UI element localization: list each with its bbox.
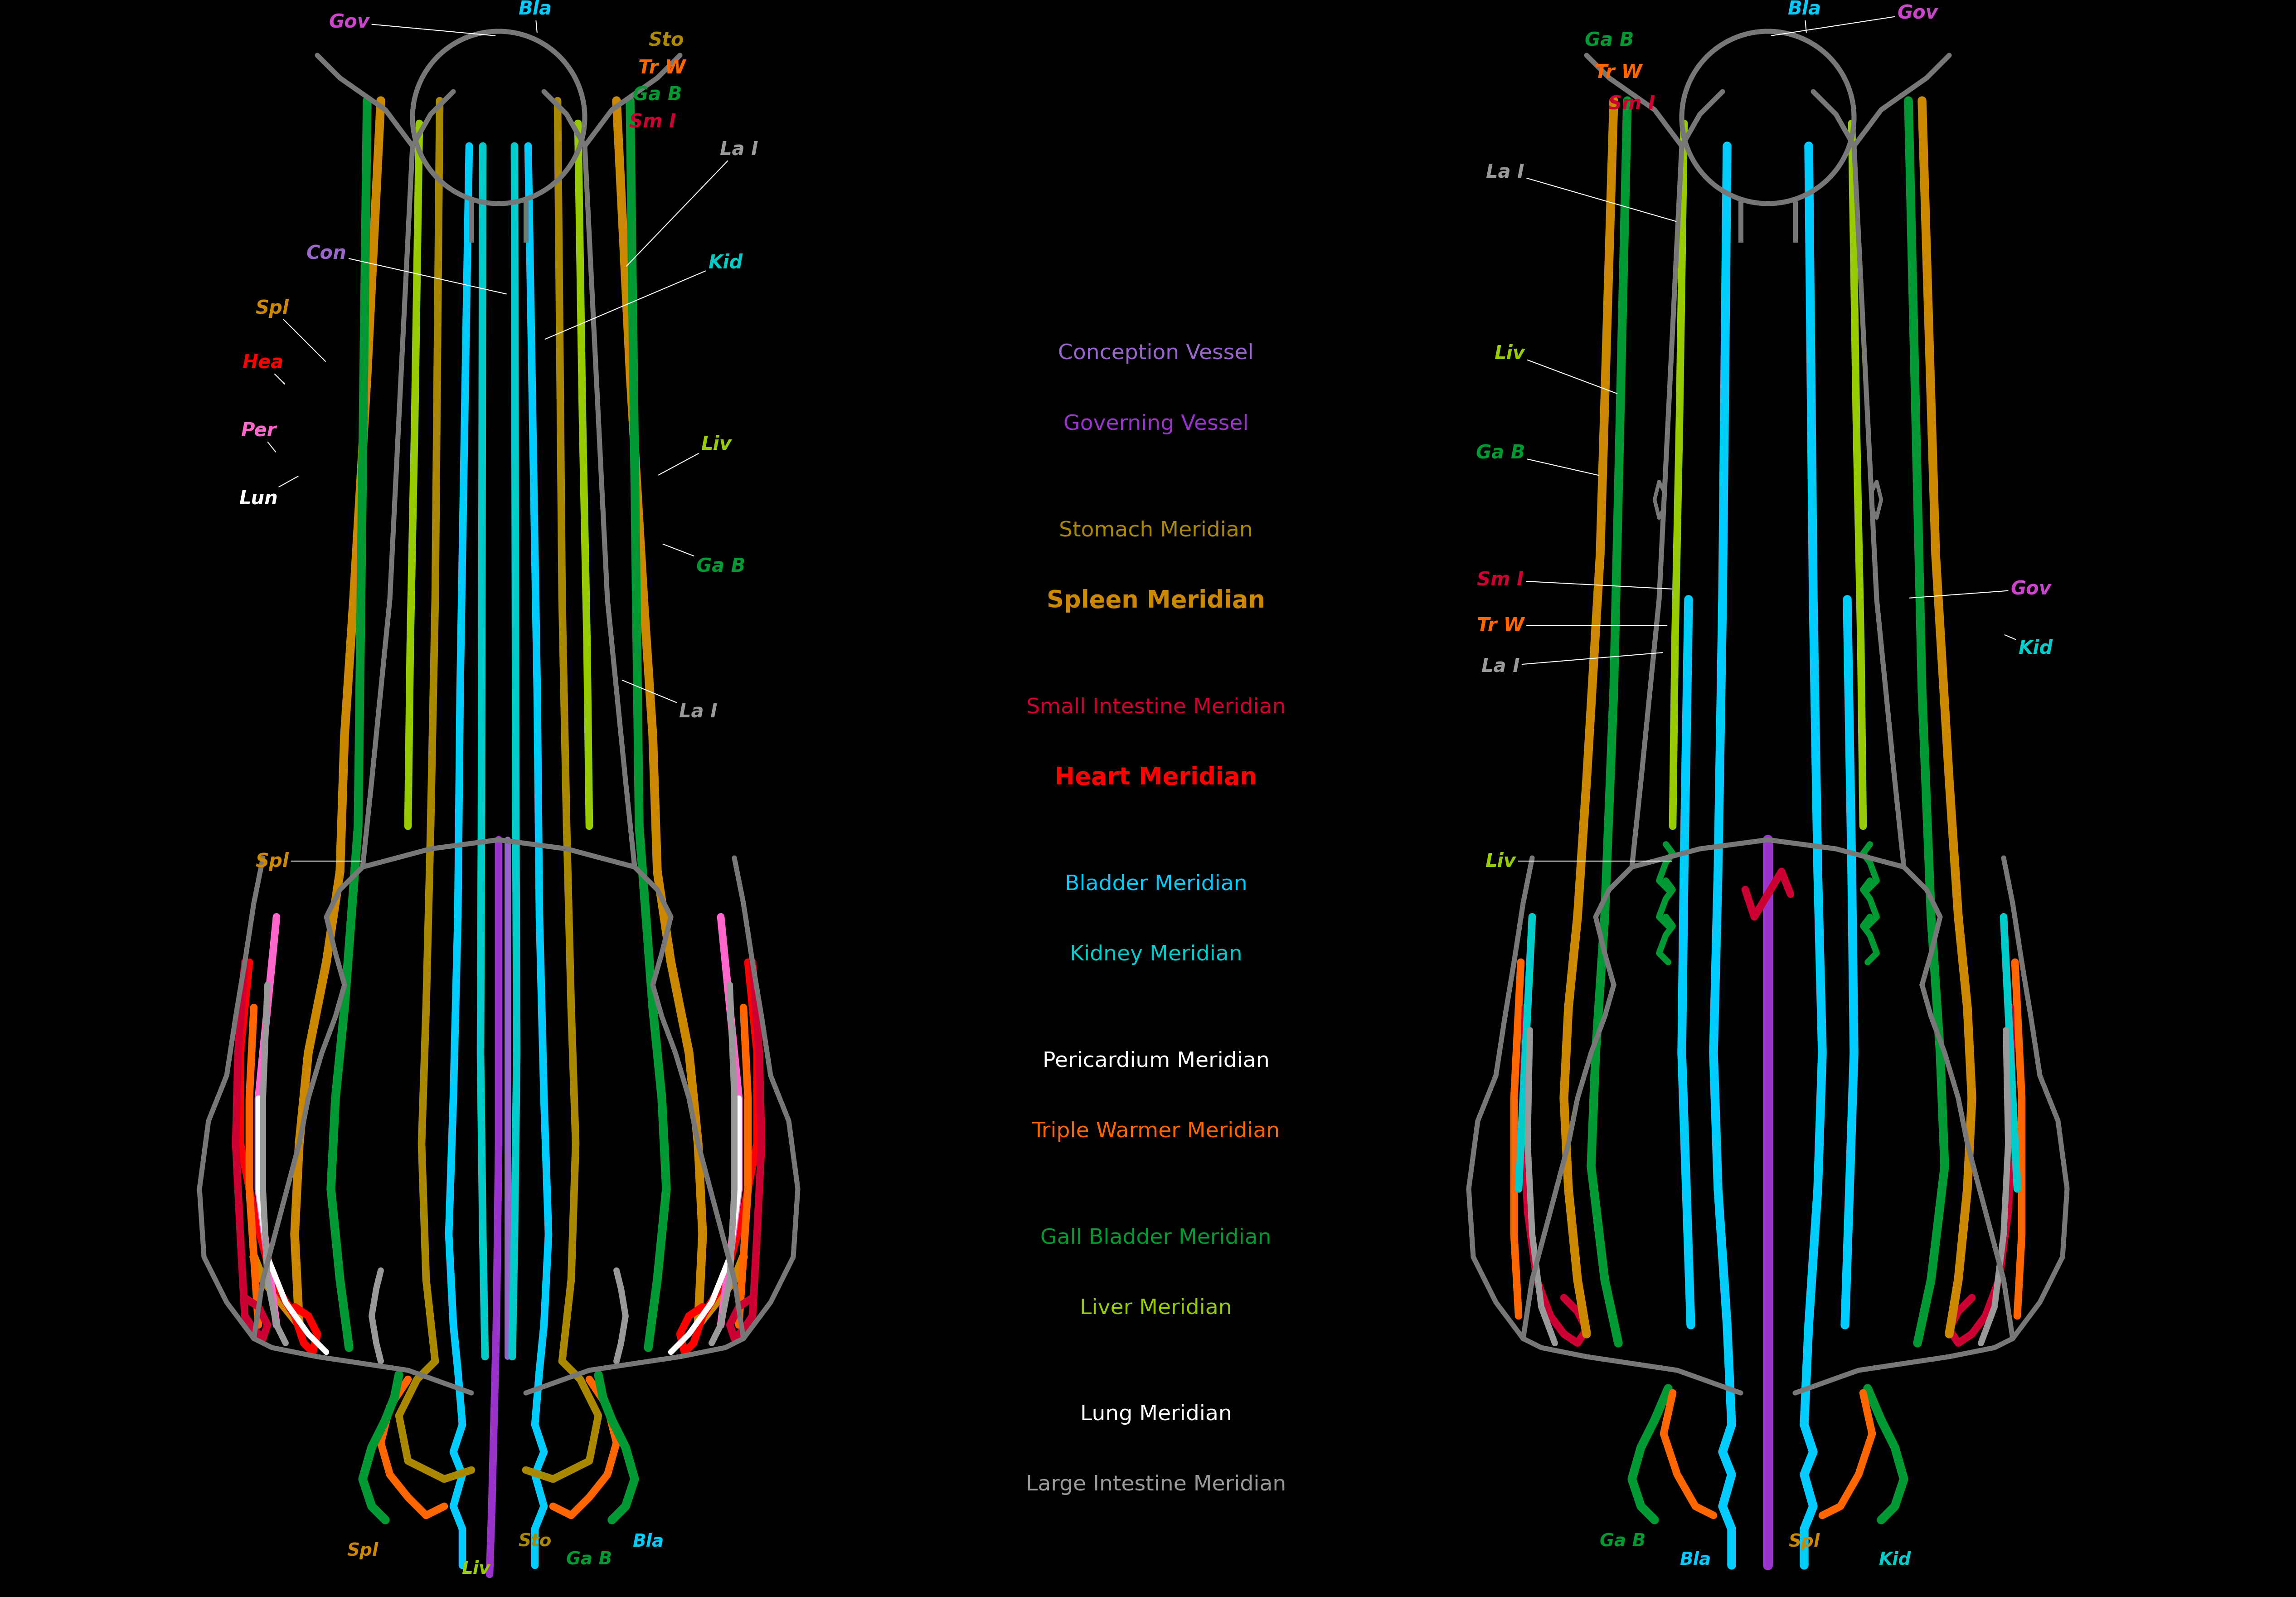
Text: Gov: Gov — [1910, 580, 2050, 599]
Text: Bladder Meridian: Bladder Meridian — [1065, 874, 1247, 894]
Text: Large Intestine Meridian: Large Intestine Meridian — [1026, 1474, 1286, 1495]
Text: Gov: Gov — [328, 13, 496, 37]
Text: Bla: Bla — [631, 1533, 664, 1549]
Text: Liv: Liv — [1495, 343, 1616, 394]
Text: Ga B: Ga B — [567, 1551, 613, 1568]
Text: Sm I: Sm I — [1476, 570, 1671, 589]
Text: Lung Meridian: Lung Meridian — [1079, 1404, 1233, 1425]
Text: La I: La I — [1481, 653, 1662, 676]
Text: Ga B: Ga B — [1600, 1533, 1646, 1549]
Text: Spl: Spl — [1789, 1533, 1821, 1549]
Text: Liver Meridian: Liver Meridian — [1079, 1298, 1233, 1318]
Text: Spl: Spl — [347, 1541, 379, 1559]
Text: Heart Meridian: Heart Meridian — [1054, 765, 1256, 789]
Text: Kid: Kid — [2004, 636, 2053, 658]
Text: Spl: Spl — [255, 299, 326, 363]
Text: Spl: Spl — [255, 851, 360, 870]
Text: Spleen Meridian: Spleen Meridian — [1047, 589, 1265, 612]
Text: Liv: Liv — [659, 434, 732, 476]
Text: Sto: Sto — [647, 32, 684, 51]
Text: Small Intestine Meridian: Small Intestine Meridian — [1026, 696, 1286, 717]
Text: Bla: Bla — [1786, 0, 1821, 34]
Text: Liv: Liv — [461, 1560, 491, 1578]
Text: La I: La I — [1486, 163, 1676, 222]
Text: Sm I: Sm I — [1609, 94, 1655, 113]
Text: Ga B: Ga B — [1476, 444, 1598, 476]
Text: Tr W: Tr W — [638, 59, 687, 78]
Text: Tr W: Tr W — [1476, 616, 1667, 636]
Text: Kidney Meridian: Kidney Meridian — [1070, 944, 1242, 965]
Text: La I: La I — [622, 680, 716, 722]
Text: Kid: Kid — [544, 254, 742, 340]
Text: Ga B: Ga B — [634, 86, 682, 105]
Text: Bla: Bla — [1681, 1551, 1711, 1568]
Text: La I: La I — [627, 141, 758, 267]
Text: Ga B: Ga B — [664, 545, 746, 577]
Text: Bla: Bla — [519, 0, 551, 34]
Text: Tr W: Tr W — [1596, 62, 1642, 81]
Text: Triple Warmer Meridian: Triple Warmer Meridian — [1031, 1121, 1279, 1142]
Text: Liv: Liv — [1486, 851, 1671, 870]
Text: Stomach Meridian: Stomach Meridian — [1058, 521, 1254, 540]
Text: Kid: Kid — [1878, 1551, 1910, 1568]
Text: Pericardium Meridian: Pericardium Meridian — [1042, 1051, 1270, 1072]
Text: Sto: Sto — [519, 1533, 551, 1549]
Text: Con: Con — [305, 244, 507, 294]
Text: Lun: Lun — [239, 476, 298, 508]
Text: Per: Per — [241, 422, 276, 452]
Text: Gall Bladder Meridian: Gall Bladder Meridian — [1040, 1228, 1272, 1247]
Text: Ga B: Ga B — [1584, 32, 1635, 51]
Text: Sm I: Sm I — [629, 113, 677, 133]
Text: Hea: Hea — [243, 353, 285, 385]
Text: Governing Vessel: Governing Vessel — [1063, 414, 1249, 434]
Text: Conception Vessel: Conception Vessel — [1058, 343, 1254, 364]
Text: Gov: Gov — [1773, 5, 1938, 37]
